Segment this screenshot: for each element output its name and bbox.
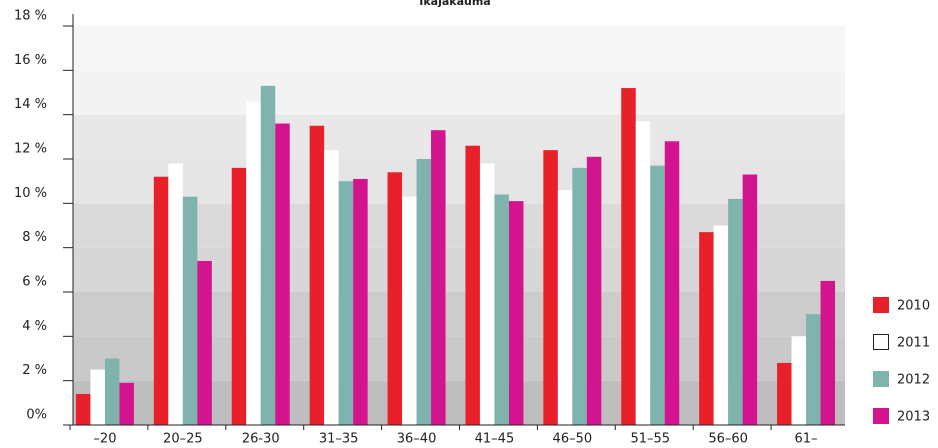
bar <box>260 85 276 425</box>
x-tick-label: 51–55 <box>630 432 670 447</box>
bar <box>153 176 169 425</box>
bar <box>621 88 636 426</box>
bar <box>338 181 354 425</box>
y-tick-label: 2 % <box>22 363 47 378</box>
x-tick-label: 26-30 <box>242 432 280 447</box>
bar <box>791 336 807 425</box>
bar <box>90 369 105 425</box>
grid-band <box>73 26 845 71</box>
legend-label: 2012 <box>897 373 930 388</box>
bar <box>543 150 558 425</box>
bar <box>246 101 261 425</box>
bar <box>353 178 368 425</box>
legend-swatch <box>873 334 889 350</box>
bar <box>402 196 417 425</box>
bar <box>650 165 665 425</box>
bar <box>664 141 680 425</box>
bar <box>75 393 91 425</box>
x-tick-label: 61– <box>795 432 818 447</box>
bar <box>182 196 198 425</box>
grid-band <box>73 159 845 204</box>
y-tick-label: 16 % <box>14 53 47 68</box>
bar <box>324 150 339 425</box>
bar <box>416 159 432 425</box>
bar <box>557 190 573 425</box>
bar <box>806 314 821 425</box>
y-tick-label: 8 % <box>22 230 47 245</box>
x-tick-label: 20–25 <box>163 432 203 447</box>
bar <box>699 232 714 425</box>
x-tick-label: 56–60 <box>708 432 748 447</box>
legend-swatch <box>873 297 889 313</box>
bar <box>168 163 183 425</box>
bar <box>465 145 480 425</box>
bar <box>820 280 836 425</box>
bar <box>119 382 134 425</box>
bar <box>728 198 743 425</box>
bar <box>479 163 495 425</box>
y-tick-label: 4 % <box>22 319 47 334</box>
bar <box>275 123 290 426</box>
bar <box>635 121 651 426</box>
x-tick-label: 46–50 <box>553 432 593 447</box>
legend-label: 2011 <box>897 336 930 351</box>
chart-title: Ikäjakauma <box>419 0 490 8</box>
bar <box>713 225 729 425</box>
y-tick-label: 12 % <box>14 142 47 157</box>
x-tick-label: 41–45 <box>475 432 515 447</box>
y-tick-label: 14 % <box>14 97 47 112</box>
legend-label: 2010 <box>897 299 930 314</box>
grid-band <box>73 114 845 159</box>
bar <box>231 167 247 425</box>
grid-band <box>73 70 845 115</box>
bar <box>777 362 792 425</box>
bar <box>197 260 212 425</box>
y-tick-label: 6 % <box>22 275 47 290</box>
bar <box>742 174 758 425</box>
bar <box>572 167 587 425</box>
bar <box>387 172 403 425</box>
y-tick-label: 0% <box>26 408 47 423</box>
bar <box>586 156 602 426</box>
x-tick-label: 36–40 <box>397 432 437 447</box>
x-tick-label: –20 <box>93 432 116 447</box>
bar <box>494 194 509 425</box>
legend-label: 2013 <box>897 410 930 425</box>
bar <box>431 130 446 425</box>
y-tick-label: 10 % <box>14 186 47 201</box>
bar <box>508 201 524 425</box>
y-tick-label: 18 % <box>14 9 47 24</box>
bar <box>309 125 325 425</box>
legend-swatch <box>873 408 889 424</box>
bar <box>104 358 120 425</box>
legend-swatch <box>873 371 889 387</box>
x-tick-label: 31–35 <box>319 432 359 447</box>
